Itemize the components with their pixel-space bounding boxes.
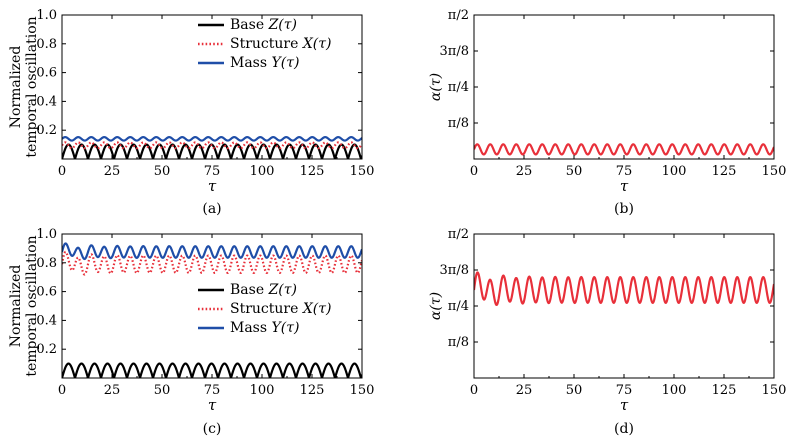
x-tick-label-a-4: 100: [250, 164, 275, 179]
x-tick-label-c-3: 75: [204, 383, 221, 398]
legend-label-c-2: Mass Y(τ): [230, 320, 299, 336]
chart-c: 0 25 50 75 100 125 150 0.2 0.4 0.6 0.8 1.0 τ Normaliz…: [8, 227, 374, 437]
legend-label-c-0: Base Z(τ): [230, 282, 297, 298]
y-axis-label-a-0: Normalized: [8, 46, 24, 129]
x-axis-label-a: τ: [208, 177, 217, 195]
y-tick-label-b-3: π/2: [448, 8, 469, 23]
y-axis-label-c-1: temporal oscillation: [24, 235, 40, 376]
y-tick-label-c-1: 0.4: [36, 313, 57, 328]
y-tick-label-a-3: 0.8: [36, 37, 57, 52]
legend-label-a-2: Mass Y(τ): [230, 55, 299, 71]
legend-label-c-1: Structure X(τ): [230, 301, 331, 317]
y-tick-label-c-2: 0.6: [36, 285, 57, 300]
y-tick-label-d-1: π/4: [448, 299, 469, 314]
series-line-a-2: [62, 136, 362, 142]
x-tick-label-b-1: 25: [516, 164, 533, 179]
x-tick-label-c-5: 125: [300, 383, 325, 398]
x-tick-label-b-0: 0: [470, 164, 478, 179]
x-tick-label-d-2: 50: [566, 383, 583, 398]
x-tick-label-d-3: 75: [616, 383, 633, 398]
x-tick-label-d-0: 0: [470, 383, 478, 398]
x-tick-label-d-1: 25: [516, 383, 533, 398]
x-tick-label-b-3: 75: [616, 164, 633, 179]
panel-caption-b: (b): [614, 201, 634, 217]
x-axis-label-d: τ: [620, 396, 629, 414]
series-line-a-1: [62, 141, 362, 150]
y-tick-label-a-2: 0.6: [36, 66, 57, 81]
y-tick-label-c-0: 0.2: [36, 342, 57, 357]
y-axis-label-c-0: Normalized: [8, 265, 24, 348]
x-tick-label-c-6: 150: [350, 383, 375, 398]
x-tick-label-b-6: 150: [762, 164, 787, 179]
y-tick-label-c-3: 0.8: [36, 256, 57, 271]
chart-b: 0 25 50 75 100 125 150 π/8 π/4 3π/8 π/2 τ α(τ) (b): [428, 8, 786, 217]
y-axis-label-b: α(τ): [428, 73, 444, 101]
series-line-c-0: [62, 362, 362, 378]
y-tick-label-c-4: 1.0: [36, 227, 57, 242]
y-tick-label-a-0: 0.2: [36, 123, 57, 138]
x-tick-label-d-4: 100: [662, 383, 687, 398]
series-line-b-0: [474, 143, 774, 156]
panel-caption-d: (d): [614, 421, 634, 437]
x-tick-label-a-6: 150: [350, 164, 375, 179]
x-tick-label-d-5: 125: [712, 383, 737, 398]
x-tick-label-c-1: 25: [104, 383, 121, 398]
series-line-d-0: [474, 271, 774, 307]
series-line-c-1: [62, 250, 362, 276]
panel-caption-c: (c): [203, 421, 222, 437]
x-tick-label-b-4: 100: [662, 164, 687, 179]
y-tick-label-d-2: 3π/8: [440, 263, 469, 278]
x-tick-label-c-4: 100: [250, 383, 275, 398]
x-tick-label-b-5: 125: [712, 164, 737, 179]
x-axis-label-c: τ: [208, 396, 217, 414]
y-tick-label-a-4: 1.0: [36, 8, 57, 23]
legend-label-a-0: Base Z(τ): [230, 17, 297, 33]
chart-a: 0 25 50 75 100 125 150 0.2 0.4 0.6 0.8 1.0 τ Normaliz…: [8, 8, 374, 217]
panel-caption-a: (a): [202, 201, 221, 217]
x-tick-label-a-3: 75: [204, 164, 221, 179]
plot-frame-b: [473, 14, 775, 160]
x-axis-label-b: τ: [620, 177, 629, 195]
x-tick-label-a-0: 0: [58, 164, 66, 179]
x-tick-label-a-1: 25: [104, 164, 121, 179]
plot-frame-d: [473, 233, 775, 379]
chart-d: 0 25 50 75 100 125 150 π/8 π/4 3π/8 π/2 τ α(τ) (d): [428, 227, 786, 437]
y-tick-label-b-2: 3π/8: [440, 44, 469, 59]
y-tick-label-a-1: 0.4: [36, 94, 57, 109]
y-axis-label-d: α(τ): [428, 292, 444, 320]
x-tick-label-c-0: 0: [58, 383, 66, 398]
x-tick-label-d-6: 150: [762, 383, 787, 398]
y-tick-label-d-3: π/2: [448, 227, 469, 242]
y-tick-label-b-1: π/4: [448, 80, 469, 95]
x-tick-label-b-2: 50: [566, 164, 583, 179]
x-tick-label-c-2: 50: [154, 383, 171, 398]
y-tick-label-b-0: π/8: [448, 116, 469, 131]
x-tick-label-a-2: 50: [154, 164, 171, 179]
y-axis-label-a-1: temporal oscillation: [24, 16, 40, 157]
x-tick-label-a-5: 125: [300, 164, 325, 179]
legend-label-a-1: Structure X(τ): [230, 36, 331, 52]
y-tick-label-d-0: π/8: [448, 335, 469, 350]
series-line-c-2: [62, 242, 362, 261]
